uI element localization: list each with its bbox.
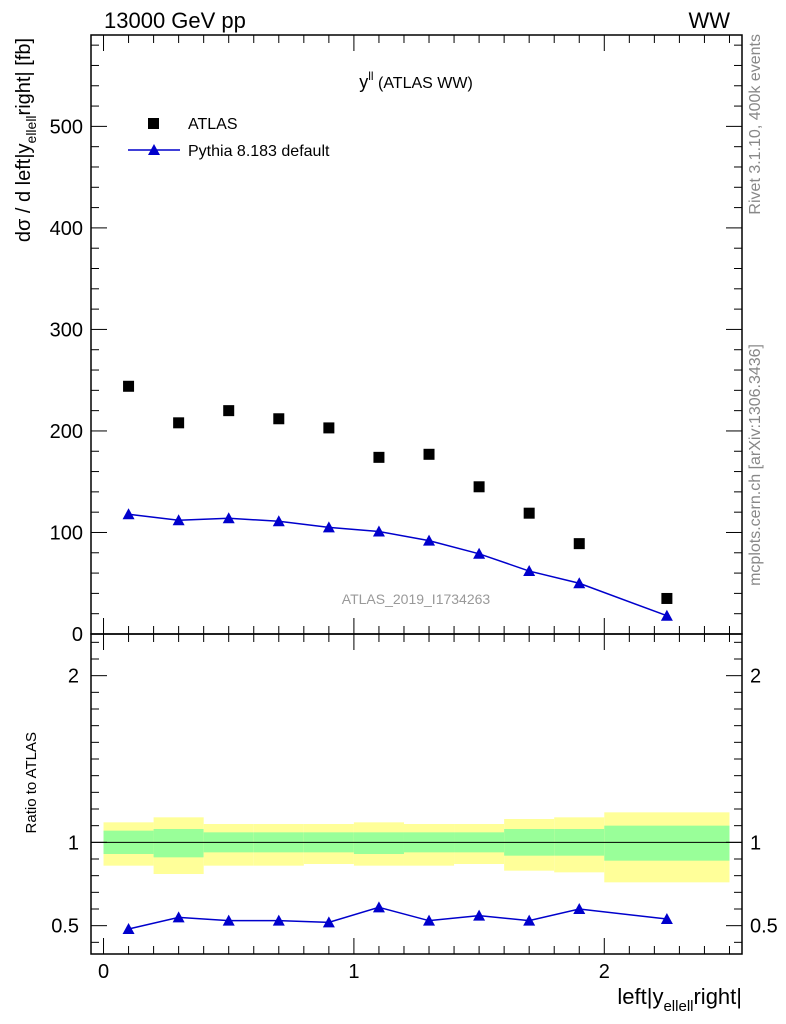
y-tick-label: 500 xyxy=(50,116,83,138)
pythia-point xyxy=(573,577,586,589)
main-ticks xyxy=(91,35,742,635)
legend-pythia-label: Pythia 8.183 default xyxy=(188,143,330,160)
ratio-y-tick-label-right: 1 xyxy=(750,832,761,854)
pythia-point xyxy=(172,514,185,526)
ratio-bands xyxy=(103,812,730,883)
ratio-point xyxy=(272,914,285,926)
ratio-point xyxy=(573,903,586,914)
x-tick-label: 1 xyxy=(348,961,359,983)
plot-title-suffix: (ATLAS WW) xyxy=(374,75,473,92)
ratio-series xyxy=(122,901,673,934)
ratio-ticks xyxy=(91,634,742,954)
x-tick-label: 0 xyxy=(98,961,109,983)
ratio-point xyxy=(372,901,385,913)
main-y-label-suffix: right| [fb] xyxy=(13,38,35,115)
main-y-axis-label: dσ / d left|yellellright| [fb] xyxy=(13,38,39,242)
ratio-point xyxy=(523,914,536,926)
atlas-point xyxy=(661,592,673,604)
legend-pythia-marker xyxy=(148,144,160,155)
atlas-point xyxy=(273,413,285,425)
atlas-point xyxy=(423,448,435,460)
main-y-label-prefix: dσ / d left|y xyxy=(13,143,35,242)
pythia-point xyxy=(473,547,486,559)
pythia-point xyxy=(523,565,536,577)
process-label: WW xyxy=(688,8,730,33)
x-tick-label: 2 xyxy=(599,961,610,983)
x-label-prefix: left|y xyxy=(617,984,663,1009)
uncertainty-band-inner xyxy=(153,829,204,858)
main-panel: 0 100 200 300 400 500 yll (ATLAS WW) ATLAS Py… xyxy=(13,34,743,646)
ratio-tick-labels: 0.5 0.5 1 1 2 2 0 1 2 xyxy=(51,666,778,983)
y-tick-label: 200 xyxy=(50,421,83,443)
ratio-point xyxy=(322,916,335,928)
pythia-point xyxy=(122,508,135,520)
legend: ATLAS Pythia 8.183 default xyxy=(128,116,330,160)
ratio-point xyxy=(660,913,673,924)
legend-atlas-marker xyxy=(148,118,159,129)
plot-title-main: y xyxy=(359,72,368,92)
atlas-point xyxy=(173,417,185,429)
pythia-point xyxy=(322,521,335,533)
uncertainty-band-inner xyxy=(353,832,404,854)
pythia-point xyxy=(372,525,385,537)
main-y-label-sub: ellell xyxy=(23,115,39,143)
atlas-point xyxy=(473,481,485,493)
ratio-y-axis-label: Ratio to ATLAS xyxy=(23,732,40,833)
atlas-point xyxy=(323,422,335,434)
ratio-y-tick-label-right: 0.5 xyxy=(750,916,778,938)
y-tick-label: 400 xyxy=(50,218,83,240)
ratio-point xyxy=(122,923,135,934)
atlas-point xyxy=(573,538,585,550)
ratio-y-tick-label-left: 1 xyxy=(68,832,79,854)
uncertainty-band-inner xyxy=(604,825,730,861)
atlas-point xyxy=(123,380,135,392)
atlas-point xyxy=(223,405,235,417)
plot-title: yll (ATLAS WW) xyxy=(359,69,473,92)
ratio-line xyxy=(128,906,667,930)
ratio-point xyxy=(172,911,185,923)
pythia-point xyxy=(660,609,673,621)
atlas-point xyxy=(373,451,385,463)
ratio-y-tick-label-right: 2 xyxy=(750,666,761,688)
ratio-y-tick-label-left: 2 xyxy=(68,666,79,688)
x-label-suffix: right| xyxy=(693,984,742,1009)
y-tick-label: 300 xyxy=(50,319,83,341)
pythia-point xyxy=(222,512,235,524)
x-label-sub: ellell xyxy=(663,998,693,1015)
main-tick-labels: 0 100 200 300 400 500 xyxy=(50,116,83,646)
ratio-point xyxy=(222,914,235,926)
mcplots-label: mcplots.cern.ch [arXiv:1306.3436] xyxy=(747,344,764,586)
ratio-panel: 0.5 0.5 1 1 2 2 0 1 2 Ratio to ATLAS left|yellel… xyxy=(23,633,778,1015)
pythia-point xyxy=(272,515,285,527)
ratio-frame xyxy=(90,633,743,955)
rivet-label: Rivet 3.1.10, 400k events xyxy=(747,34,764,215)
pythia-point xyxy=(423,534,436,546)
analysis-watermark: ATLAS_2019_I1734263 xyxy=(342,591,491,607)
y-tick-label: 0 xyxy=(72,624,83,646)
energy-label: 13000 GeV pp xyxy=(104,8,246,33)
ratio-y-tick-label-left: 0.5 xyxy=(51,916,79,938)
main-series xyxy=(122,380,673,621)
legend-atlas-label: ATLAS xyxy=(188,116,238,133)
y-tick-label: 100 xyxy=(50,522,83,544)
plot-title-sup: ll xyxy=(368,69,373,83)
atlas-point xyxy=(523,507,535,519)
ratio-point xyxy=(473,909,486,921)
x-axis-label: left|yellellright| xyxy=(617,984,742,1015)
ratio-point xyxy=(423,914,436,926)
